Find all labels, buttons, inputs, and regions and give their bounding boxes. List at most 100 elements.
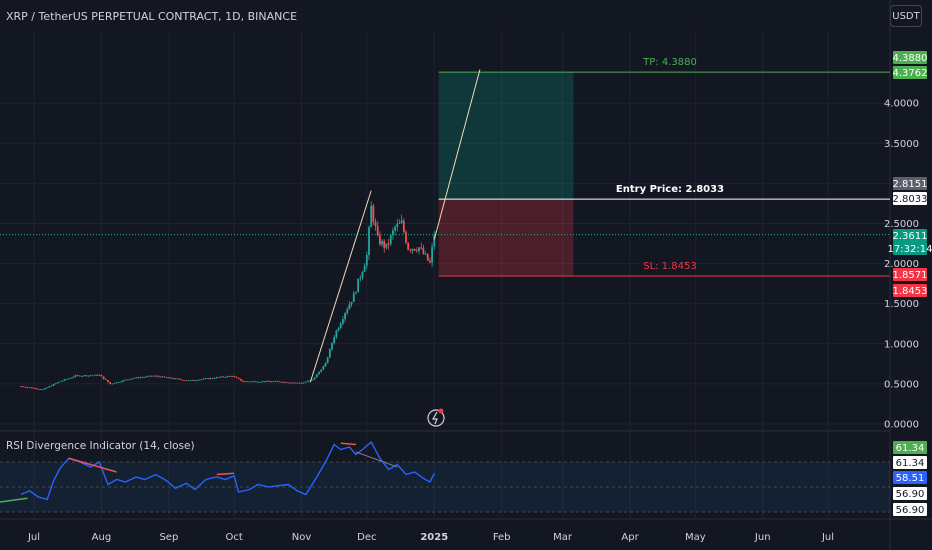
divergence-bearish-2 [216,472,235,476]
alert-icon-dot [438,408,444,414]
candle-body [59,381,62,383]
candle-body [52,383,55,386]
divergence-bearish-3 [340,442,357,446]
candle-body [361,271,364,278]
candle-body [41,389,44,391]
candle-body [89,375,92,377]
candle-body [415,250,418,252]
price-tag: 4.3762 [893,68,928,79]
candle-body [426,253,429,261]
time-axis-tick: May [685,532,706,543]
candle-body [322,366,325,370]
rsi-background [0,461,890,513]
candle-body [296,382,299,384]
candle-body [185,380,188,382]
rsi-tag: 61.34 [896,443,925,454]
candle-body [144,376,146,378]
candle-body [254,381,257,383]
candle-body [383,240,386,248]
candle-body [74,375,77,377]
candle-body [172,378,175,380]
candle-body [228,375,231,377]
candle-body [94,374,96,376]
rsi-indicator-label[interactable]: RSI Divergence Indicator (14, close) [6,440,195,452]
candle-body [422,247,425,254]
candle-body [170,377,172,379]
candle-body [326,357,329,364]
candle-body [120,381,122,383]
candle-body [191,380,194,381]
candle-body [159,376,162,378]
candle-body [67,378,70,380]
candle-body [43,388,46,390]
candle-body [46,387,48,389]
candle-body [324,363,327,367]
candle-body [215,377,218,379]
candle-body [246,381,249,383]
candle-body [218,377,220,379]
candle-body [115,382,118,384]
candle-body [83,375,85,377]
rsi-tag-bg [893,456,927,469]
candle-body [139,377,142,379]
candle-body [231,375,233,377]
rsi-line [0,440,435,503]
candle-body [130,378,133,380]
rsi-tag: 56.90 [896,505,925,516]
time-axis-tick: Oct [225,532,242,543]
candle-body [320,369,323,372]
candle-body [344,313,346,320]
candle-body [294,382,296,384]
candle-body [333,337,336,344]
price-tag-bg [893,229,927,242]
candle-body [335,330,338,338]
candle-body [376,226,379,236]
candle-body [102,376,105,380]
price-axis-tick: 4.0000 [884,99,919,110]
candle-body [305,381,307,383]
candle-body [350,301,353,305]
candle-body [339,323,342,329]
candle-body [70,377,72,379]
time-axis-tick: Feb [493,532,511,543]
candle-body [100,374,103,377]
candle-body [63,379,66,381]
candle-body [20,386,22,388]
candle-body [392,230,394,236]
candle-body [281,382,283,383]
candle-body [91,375,94,377]
candle-body [126,379,129,381]
candle-body [165,377,168,378]
time-axis-tick: Sep [159,532,178,543]
candle-body [150,375,153,377]
price-tag: 2.3611 [893,231,928,242]
alert-icon-ring [427,409,445,427]
candle-body [283,381,286,383]
candle-body [189,380,192,381]
candle-body [381,240,383,245]
candle-body [307,380,309,382]
annotations[interactable] [309,69,481,427]
take-profit-label: TP: 4.3880 [642,57,697,68]
price-tag: 4.3880 [893,53,928,64]
price-axis-tick: 1.0000 [884,339,919,350]
candle-body [117,382,120,383]
alert-clock-icon [427,408,445,427]
candle-body [65,379,68,380]
price-axis-tick: 3.5000 [884,139,919,150]
candle-body [374,221,377,227]
trade-position-box[interactable]: TP: 4.3880 Entry Price: 2.8033 SL: 1.8453 [0,57,890,277]
candle-body [244,381,246,383]
candle-body [357,278,360,293]
candle-body [337,328,340,331]
candle-body [250,381,253,383]
price-tag: 1.8453 [893,286,928,297]
candle-body [128,379,131,381]
candle-body [352,293,355,302]
candle-body [407,242,410,250]
candle-body [355,292,357,294]
candle-body [196,380,199,382]
candle-body [61,380,64,382]
